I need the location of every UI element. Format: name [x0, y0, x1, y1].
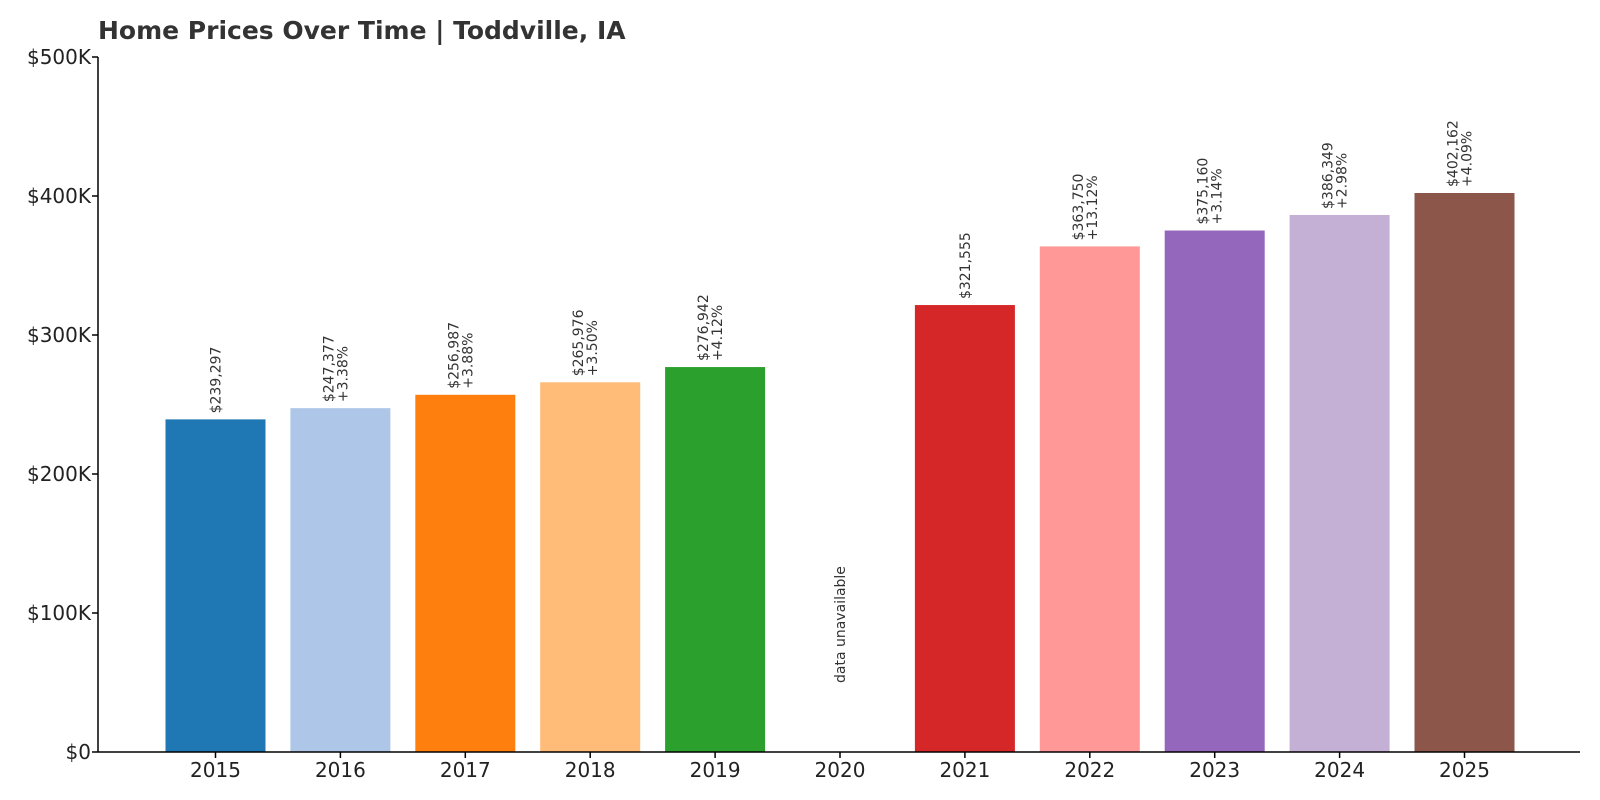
bar — [1164, 230, 1265, 753]
chart-title: Home Prices Over Time | Toddville, IA — [98, 16, 626, 45]
bar-value-label: $265,976 — [571, 309, 587, 376]
bar-value-label: $239,297 — [209, 347, 225, 414]
bar-change-label: +3.14% — [1210, 168, 1226, 224]
x-tick-label: 2015 — [190, 758, 241, 782]
y-axis: $0 $100K $200K $300K $400K $500K — [27, 45, 99, 764]
y-tick-label: $300K — [27, 323, 92, 347]
data-unavailable-label: data unavailable — [833, 566, 849, 683]
bar-value-label: $386,349 — [1321, 142, 1337, 209]
x-tick-label: 2022 — [1064, 758, 1115, 782]
bar-value-label: $375,160 — [1196, 158, 1212, 225]
bar — [540, 382, 641, 752]
bar-change-label: +4.09% — [1460, 131, 1476, 187]
bar-change-label: +3.50% — [585, 320, 601, 376]
x-tick-label: 2024 — [1314, 758, 1365, 782]
bar — [665, 367, 766, 752]
bar-change-label: +13.12% — [1085, 175, 1101, 240]
x-axis: 2015 2016 2017 2018 2019 2020 2021 2022 2023 2024… — [98, 751, 1580, 782]
bar-labels-group: $239,297 $247,377+3.38% $256,987+3.88% $265… — [209, 120, 1476, 683]
y-tick-label: $400K — [27, 184, 92, 208]
bar — [165, 419, 266, 752]
y-tick-label: $100K — [27, 601, 92, 625]
y-tick-label: $500K — [27, 45, 92, 69]
bar — [1289, 214, 1390, 753]
bar-change-label: +4.12% — [710, 305, 726, 361]
y-tick-label: $0 — [66, 740, 91, 764]
bar-value-label: $247,377 — [321, 335, 337, 402]
x-tick-label: 2019 — [690, 758, 741, 782]
bar-value-label: $276,942 — [696, 294, 712, 361]
x-tick-label: 2016 — [315, 758, 366, 782]
x-tick-label: 2017 — [440, 758, 491, 782]
bar-value-label: $363,750 — [1071, 174, 1087, 241]
bar-change-label: +2.98% — [1335, 153, 1351, 209]
bar — [914, 305, 1015, 752]
bar — [1039, 246, 1140, 752]
bar — [290, 408, 391, 752]
x-tick-label: 2021 — [939, 758, 990, 782]
x-tick-label: 2025 — [1439, 758, 1490, 782]
bars-group — [165, 192, 1515, 753]
bar-change-label: +3.88% — [460, 333, 476, 389]
x-tick-label: 2020 — [815, 758, 866, 782]
bar-value-label: $256,987 — [446, 322, 462, 389]
bar — [1414, 192, 1515, 753]
bar-change-label: +3.38% — [335, 346, 351, 402]
bar — [415, 394, 516, 752]
bar-value-label: $402,162 — [1446, 120, 1462, 187]
x-tick-label: 2018 — [565, 758, 616, 782]
y-tick-label: $200K — [27, 462, 92, 486]
x-tick-label: 2023 — [1189, 758, 1240, 782]
bar-value-label: $321,555 — [958, 232, 974, 299]
